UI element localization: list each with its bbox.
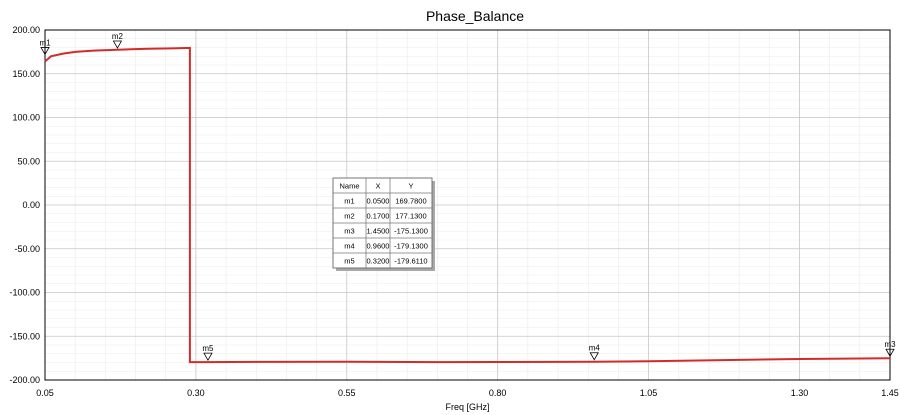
table-cell (389, 252, 433, 269)
marker-triangle (885, 348, 895, 358)
table-header-text: Name (339, 182, 359, 191)
table-cell-text: 0.9600 (367, 242, 390, 251)
y-tick-label: -150.00 (9, 331, 40, 341)
table-cell-text: m1 (344, 197, 354, 206)
marker-triangle (203, 352, 213, 361)
series-layer (44, 46, 891, 364)
y-axis-ticks: 200.00 150.00 100.00 50.00 0.00 -50.00 -100.00… (9, 25, 40, 385)
table-cell-text: m3 (344, 227, 354, 236)
y-tick-label: 150.00 (12, 69, 40, 79)
marker-label: m2 (112, 32, 124, 41)
y-tick-label: 0.00 (22, 200, 40, 210)
x-axis-ticks: 0.05 0.30 0.55 0.80 1.05 1.30 1.45 (36, 388, 899, 398)
y-tick-label: 50.00 (17, 156, 40, 166)
marker-label: m4 (589, 344, 601, 353)
table-header-text: Y (408, 182, 413, 191)
y-tick-label: 100.00 (12, 113, 40, 123)
y-tick-label: -200.00 (9, 375, 40, 385)
table-cell-text: -179.6110 (394, 257, 427, 266)
marker-label: m5 (202, 344, 214, 353)
x-tick-label: 0.55 (338, 388, 356, 398)
y-tick-label: -100.00 (9, 288, 40, 298)
marker-triangle (40, 47, 50, 56)
x-tick-label: 0.05 (36, 388, 54, 398)
marker-m3: m3 (884, 340, 896, 358)
table-cell-text: m5 (344, 257, 354, 266)
phase-series-line (44, 46, 891, 364)
marker-m1: m1 (39, 38, 51, 56)
y-tick-label: -50.00 (14, 244, 40, 254)
x-axis-label: Freq [GHz] (445, 402, 489, 412)
plot-area-frame (44, 29, 891, 381)
marker-m5: m5 (202, 344, 214, 361)
x-tick-label: 0.30 (187, 388, 205, 398)
marker-triangle (112, 40, 123, 49)
x-tick-label: 1.30 (791, 388, 809, 398)
x-tick-label: 1.05 (640, 388, 658, 398)
table-cell-text: -179.1300 (394, 242, 428, 251)
x-tick-label: 1.45 (881, 388, 899, 398)
marker-triangle (589, 352, 599, 361)
table-cell-text: 169.7800 (395, 197, 426, 206)
table-cell-text: 1.4500 (367, 227, 390, 236)
x-tick-label: 0.80 (489, 388, 507, 398)
table-cell-text: 0.3200 (367, 257, 390, 266)
table-cell-text: m4 (344, 242, 354, 251)
y-tick-label: 200.00 (12, 25, 40, 35)
table-cell-text: -175.1300 (394, 227, 428, 236)
table-header-text: X (375, 182, 380, 191)
marker-m2: m2 (112, 32, 124, 49)
marker-label: m1 (39, 38, 51, 47)
table-cell-text: 177.1300 (395, 212, 426, 221)
table-cell-text: 0.0500 (367, 197, 390, 206)
marker-table: Name X Ym1 0.0500 169.7800 m2 0.1700 177.1300 m3… (332, 177, 435, 271)
marker-label: m3 (884, 340, 896, 349)
table-cell-text: m2 (344, 212, 354, 221)
chart-title: Phase_Balance (426, 8, 524, 24)
marker-layer: m1 m2 m3 m4 m5 (39, 32, 896, 361)
marker-m4: m4 (589, 344, 601, 361)
table-cell-text: 0.1700 (367, 212, 390, 221)
